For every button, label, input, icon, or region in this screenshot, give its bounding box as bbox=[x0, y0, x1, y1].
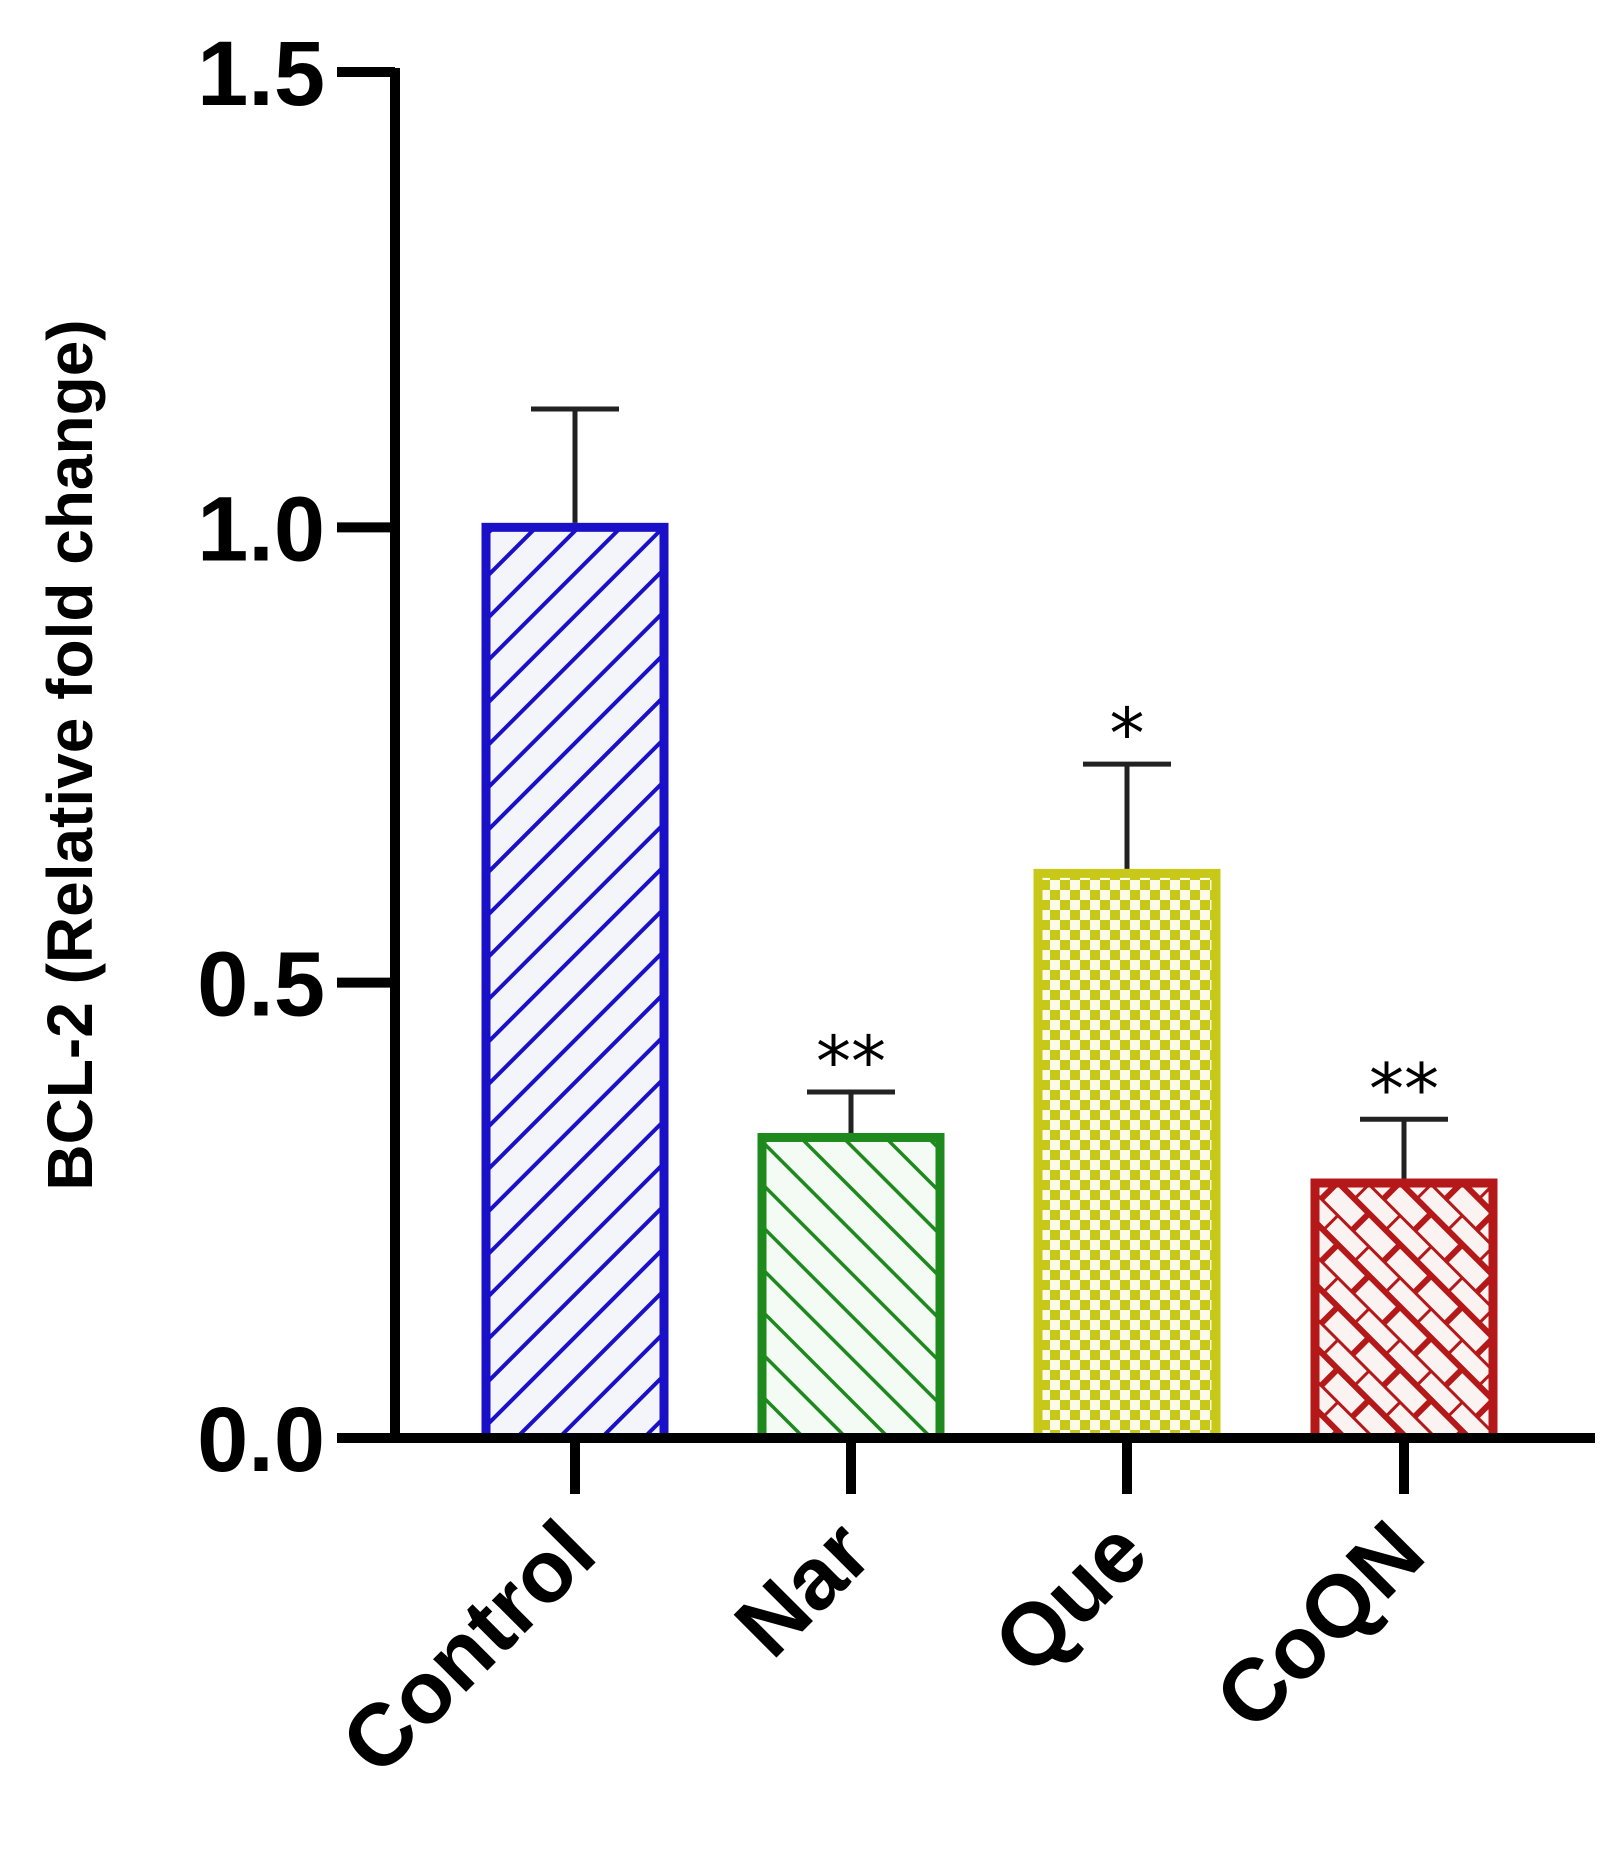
bar-que bbox=[1033, 868, 1221, 1443]
x-tick-label-coqn: CoQN bbox=[1196, 1501, 1442, 1747]
y-tick-label: 1.5 bbox=[197, 23, 325, 125]
bar-coqn bbox=[1310, 1178, 1498, 1443]
x-tick-label-control: Control bbox=[322, 1501, 613, 1792]
significance-label-que: * bbox=[1110, 693, 1145, 775]
y-tick-label: 1.0 bbox=[197, 478, 325, 580]
significance-label-coqn: ** bbox=[1369, 1048, 1439, 1130]
y-axis-title: BCL-2 (Relative fold change) bbox=[34, 319, 106, 1190]
x-tick-label-que: Que bbox=[974, 1501, 1165, 1692]
y-tick-label: 0.5 bbox=[197, 934, 325, 1036]
y-tick-label: 0.0 bbox=[197, 1389, 325, 1491]
significance-label-nar: ** bbox=[816, 1021, 886, 1103]
bar-control bbox=[481, 522, 669, 1443]
bar-nar bbox=[757, 1132, 945, 1443]
x-tick-label-nar: Nar bbox=[716, 1501, 890, 1675]
